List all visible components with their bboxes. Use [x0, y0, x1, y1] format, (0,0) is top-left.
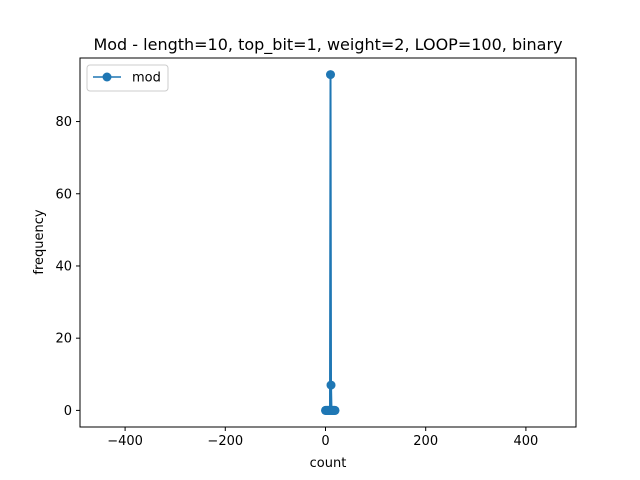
series-mod: [320, 70, 340, 415]
legend-marker: [102, 72, 112, 82]
plot-frame: [79, 57, 577, 428]
x-axis-ticks: −400 −200 0 200 400: [107, 427, 538, 449]
data-point: [326, 380, 336, 390]
x-tick-label: 200: [413, 434, 438, 449]
y-tick-label: 0: [64, 404, 72, 419]
plot-area: [80, 58, 576, 427]
y-tick-label: 40: [55, 259, 72, 274]
chart-title: Mod - length=10, top_bit=1, weight=2, LO…: [93, 35, 562, 55]
data-point: [326, 70, 336, 80]
legend: mod: [86, 64, 169, 92]
y-tick-label: 20: [55, 332, 72, 347]
x-tick-label: 400: [513, 434, 538, 449]
x-tick-label: −400: [107, 434, 143, 449]
legend-label: mod: [132, 71, 161, 86]
legend-box: [86, 64, 169, 92]
x-axis-label: count: [310, 456, 347, 471]
x-tick-label: −200: [207, 434, 243, 449]
data-point: [330, 405, 340, 415]
x-tick-label: 0: [321, 434, 329, 449]
y-tick-label: 80: [55, 115, 72, 130]
y-tick-label: 60: [55, 187, 72, 202]
y-axis-ticks: 0 20 40 60 80: [55, 115, 80, 419]
y-axis-label: frequency: [32, 209, 47, 275]
